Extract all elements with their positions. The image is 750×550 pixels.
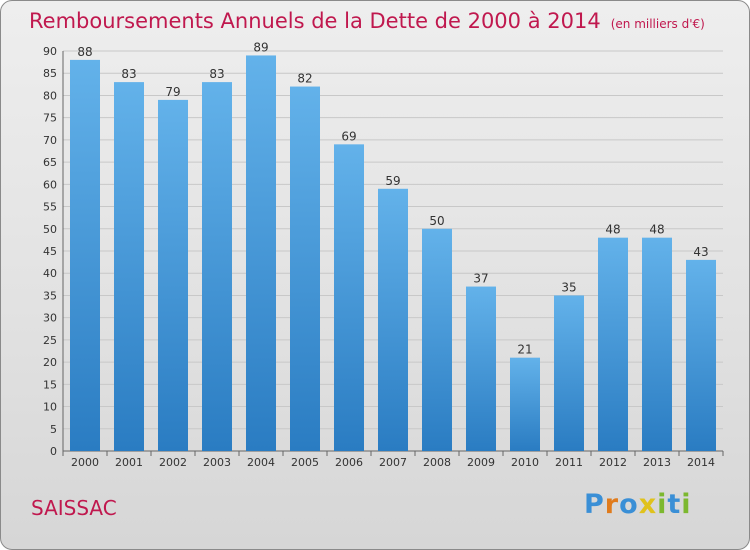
bar-2005 [290,86,320,452]
x-tick-label: 2002 [159,456,187,469]
x-tick-label: 2004 [247,456,275,469]
logo-letter: o [619,489,639,520]
y-tick-label: 10 [43,401,57,414]
y-tick-label: 30 [43,312,57,325]
proxiti-logo[interactable]: Proxiti [584,489,692,520]
data-label: 43 [693,245,708,259]
bar-2011 [554,295,584,451]
y-tick-label: 20 [43,356,57,369]
bar-2004 [246,55,276,451]
bar-2001 [114,82,144,451]
y-tick-label: 65 [43,156,57,169]
data-label: 35 [561,280,576,294]
y-tick-label: 80 [43,89,57,102]
data-label: 50 [429,214,444,228]
y-tick-label: 75 [43,112,57,125]
chart-title: Remboursements Annuels de la Dette de 20… [29,9,705,33]
bar-2000 [70,59,100,452]
bar-2002 [158,99,188,451]
data-label: 21 [517,343,532,357]
y-tick-label: 15 [43,378,57,391]
bar-2012 [598,237,628,451]
logo-letter: i [657,489,668,520]
x-tick-label: 2009 [467,456,495,469]
y-tick-label: 40 [43,267,57,280]
data-label: 69 [341,129,356,143]
bar-2010 [510,357,540,451]
y-tick-label: 90 [43,45,57,58]
x-tick-label: 2011 [555,456,583,469]
chart-subtitle: (en milliers d'€) [610,17,705,31]
data-labels: 88 83 79 83 89 82 69 59 50 37 21 35 48 48 43 [77,40,708,356]
data-label: 83 [121,67,136,81]
bar-2013 [642,237,672,451]
x-tick-label: 2010 [511,456,539,469]
x-tick-label: 2001 [115,456,143,469]
y-tick-label: 45 [43,245,57,258]
x-tick-label: 2005 [291,456,319,469]
bar-2008 [422,228,452,451]
data-label: 37 [473,272,488,286]
y-tick-label: 50 [43,223,57,236]
logo-letter: i [681,489,692,520]
data-label: 83 [209,67,224,81]
x-tick-label: 2013 [643,456,671,469]
bar-2006 [334,144,364,452]
y-tick-label: 5 [50,423,57,436]
logo-letter: P [584,489,605,520]
y-tick-label: 35 [43,289,57,302]
x-tick-label: 2000 [71,456,99,469]
x-tick-label: 2003 [203,456,231,469]
y-tick-label: 70 [43,134,57,147]
axes: 0 5 10 15 20 25 30 35 40 45 50 55 60 65 70 75 80 85 90 2000… [43,45,724,469]
x-tick-label: 2007 [379,456,407,469]
bar-2009 [466,286,496,451]
y-tick-label: 55 [43,201,57,214]
logo-letter: r [604,489,620,520]
bar-2003 [202,82,232,451]
bars [70,55,716,452]
x-tick-label: 2006 [335,456,363,469]
y-tick-label: 0 [50,445,57,458]
title-text: Remboursements Annuels de la Dette de 20… [29,9,601,33]
data-label: 82 [297,72,312,86]
x-tick-label: 2014 [687,456,715,469]
logo-letter: t [667,489,682,520]
data-label: 89 [253,40,268,54]
y-tick-label: 60 [43,178,57,191]
y-tick-label: 85 [43,67,57,80]
bar-2014 [686,259,716,451]
x-tick-label: 2008 [423,456,451,469]
data-label: 48 [605,223,620,237]
data-label: 79 [165,85,180,99]
x-tick-label: 2012 [599,456,627,469]
data-label: 88 [77,45,92,59]
bar-2007 [378,188,408,451]
data-label: 48 [649,223,664,237]
logo-letter: x [638,489,658,520]
commune-name: SAISSAC [31,496,117,520]
y-tick-label: 25 [43,334,57,347]
data-label: 59 [385,174,400,188]
